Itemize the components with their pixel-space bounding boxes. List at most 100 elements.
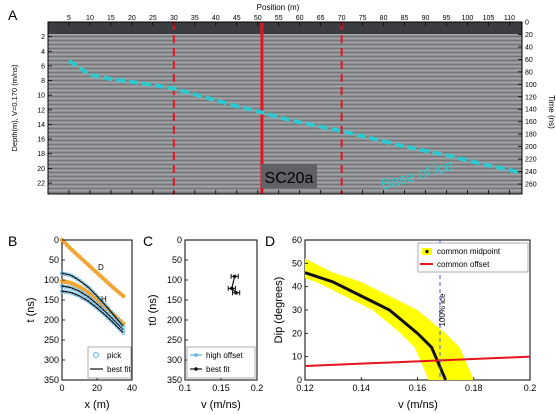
a-x-tick-label-14: 75	[359, 15, 367, 22]
pick-1-point-10	[90, 298, 95, 303]
panel-a-ylabel-left: Depth(m), V=0.170 (m/ns)	[10, 64, 19, 151]
a-depth-tick-label-2: 6	[41, 63, 45, 70]
a-x-tick-label-11: 60	[296, 15, 304, 22]
pick-2-point-19	[118, 327, 123, 332]
a-x-tick-label-15: 80	[380, 15, 388, 22]
panel-b-letter: B	[8, 233, 17, 249]
a-time-tick-label-13: 260	[525, 182, 537, 189]
legend-high-offset-marker	[194, 353, 198, 357]
panel-a-xlabel: Position (m)	[257, 3, 300, 12]
c-x-tick-label-1: 0.15	[212, 383, 230, 393]
b-y-tick-label-1: 50	[49, 255, 59, 265]
base-of-ice-line	[67, 59, 519, 174]
pick-2-point-20	[121, 330, 126, 335]
a-x-tick-label-4: 25	[149, 15, 157, 22]
panel-c-ylabel: t0 (ns)	[147, 294, 159, 325]
d-y-tick-label-0: 0	[297, 375, 302, 385]
radargram-frame	[47, 21, 523, 195]
a-time-tick-label-12: 240	[525, 169, 537, 176]
pick-0-point-12	[96, 295, 101, 301]
pick-2-point-17	[111, 321, 117, 326]
b-y-tick-label-2: 100	[44, 275, 59, 285]
pick-2-point-8	[84, 298, 89, 303]
site-label: SC20a	[265, 170, 314, 187]
a-depth-tick-label-1: 4	[41, 49, 45, 56]
c-y-tick-label-0: 0	[177, 235, 182, 245]
pick-0-point-15	[105, 306, 111, 311]
pick-1-point-7	[81, 291, 86, 296]
panel-b-legend: pick best fit	[87, 346, 131, 379]
legend-pick-marker	[93, 352, 99, 358]
a-time-tick-label-1: 20	[525, 32, 533, 39]
a-x-tick-label-6: 35	[191, 15, 199, 22]
common-midpoint-curve	[305, 271, 448, 380]
a-time-tick-label-9: 180	[525, 132, 537, 139]
pick-2-point-15	[105, 315, 111, 320]
panel-a-ylabel-right: Time (ns)	[547, 95, 556, 129]
a-x-tick-label-12: 65	[317, 15, 325, 22]
d-y-tick-label-3: 30	[292, 305, 302, 315]
a-depth-tick-label-7: 16	[37, 137, 45, 144]
a-time-tick-label-6: 120	[525, 94, 537, 101]
legend-midpoint: common midpoint	[437, 247, 501, 256]
velocity-point-0	[232, 274, 237, 279]
a-depth-tick-label-0: 2	[41, 34, 45, 41]
c-y-tick-label-3: 150	[167, 295, 182, 305]
ice-velocity-label: 100% ice	[438, 293, 447, 326]
a-time-tick-label-7: 140	[525, 107, 537, 114]
pick-1-point-6	[78, 289, 83, 294]
b-y-tick-label-6: 300	[44, 355, 59, 365]
a-x-tick-label-19: 100	[462, 15, 474, 22]
d-y-tick-label-6: 60	[292, 235, 302, 245]
pick-2-point-10	[90, 302, 95, 307]
a-x-tick-label-20: 105	[483, 15, 495, 22]
pick-0-point-13	[99, 299, 104, 304]
a-depth-tick-label-9: 20	[37, 166, 45, 173]
site-label-box	[261, 164, 317, 188]
pick-2-point-13	[99, 310, 104, 315]
pick-2-point-18	[115, 324, 120, 329]
a-x-tick-label-2: 15	[107, 15, 115, 22]
panel-c: C 0.1 0.15 0.2 0 50 100 150 200 250 300 350 v (m/n…	[143, 233, 263, 411]
best-fit-curve-0	[61, 272, 124, 327]
a-x-tick-label-16: 85	[401, 15, 409, 22]
a-time-tick-label-0: 0	[525, 20, 529, 27]
a-time-tick-label-10: 200	[525, 144, 537, 151]
pick-0-point-11	[93, 292, 98, 297]
panel-d-legend: common midpoint common offset	[417, 242, 529, 273]
b-y-tick-label-0: 0	[54, 235, 59, 245]
pick-0-point-6	[78, 278, 83, 284]
best-fit-curve-1	[61, 285, 124, 331]
velocity-point-2	[234, 291, 238, 295]
b-y-tick-label-4: 200	[44, 315, 59, 325]
d-y-tick-label-2: 20	[292, 328, 302, 338]
common-offset-line	[305, 355, 530, 367]
b-y-tick-label-3: 150	[44, 295, 59, 305]
pick-2-point-16	[108, 318, 114, 323]
a-time-tick-label-4: 80	[525, 69, 533, 76]
pick-1-point-8	[84, 293, 89, 298]
label-hyperbola: H	[101, 295, 107, 304]
c-y-tick-label-1: 50	[172, 255, 182, 265]
pick-0-point-16	[108, 309, 114, 314]
legend-bestfit: best fit	[107, 365, 131, 374]
a-x-tick-label-3: 20	[128, 15, 136, 22]
d-x-tick-label-2: 0.16	[409, 383, 427, 393]
pick-2-point-9	[87, 300, 92, 305]
pick-0-point-4	[72, 275, 77, 280]
legend-pick: pick	[107, 351, 122, 360]
a-x-tick-label-21: 110	[504, 15, 515, 22]
direct-wave-point-24	[121, 293, 126, 299]
panel-b-ylabel: t (ns)	[25, 297, 37, 322]
c-x-tick-label-2: 0.2	[251, 383, 264, 393]
a-x-tick-label-5: 30	[170, 15, 178, 22]
pick-2-point-6	[78, 294, 83, 299]
c-y-tick-label-7: 350	[167, 375, 182, 385]
a-time-tick-label-5: 100	[525, 82, 537, 89]
legend-c-bestfit: best fit	[206, 365, 230, 374]
a-depth-tick-label-4: 10	[37, 93, 45, 100]
pick-0-point-9	[87, 286, 92, 291]
a-depth-tick-label-5: 12	[37, 107, 45, 114]
c-y-tick-label-5: 250	[167, 335, 182, 345]
